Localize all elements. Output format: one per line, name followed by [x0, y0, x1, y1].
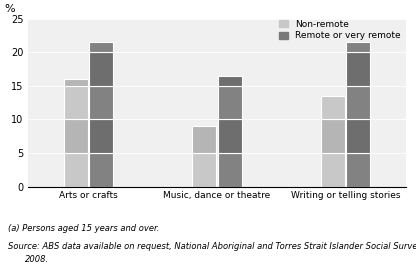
Bar — [64, 86, 87, 119]
Bar — [321, 96, 345, 119]
Bar — [218, 76, 242, 86]
Bar — [347, 42, 370, 52]
Bar — [347, 86, 370, 119]
Bar — [89, 52, 113, 86]
Text: Source: ABS data available on request, National Aboriginal and Torres Strait Isl: Source: ABS data available on request, N… — [8, 242, 416, 251]
Bar — [347, 52, 370, 86]
Bar — [321, 119, 345, 153]
Bar — [218, 119, 242, 153]
Bar — [321, 153, 345, 187]
Bar — [218, 86, 242, 119]
Bar — [347, 153, 370, 187]
Bar — [64, 119, 87, 153]
Bar — [64, 79, 87, 86]
Y-axis label: %: % — [4, 3, 15, 14]
Bar — [64, 153, 87, 187]
Bar — [347, 119, 370, 153]
Legend: Non-remote, Remote or very remote: Non-remote, Remote or very remote — [279, 20, 401, 41]
Bar — [89, 86, 113, 119]
Bar — [89, 42, 113, 52]
Bar — [218, 153, 242, 187]
Bar — [192, 126, 216, 153]
Text: (a) Persons aged 15 years and over.: (a) Persons aged 15 years and over. — [8, 224, 160, 233]
Bar — [89, 153, 113, 187]
Text: 2008.: 2008. — [25, 255, 49, 264]
Bar — [192, 153, 216, 187]
Bar — [89, 119, 113, 153]
